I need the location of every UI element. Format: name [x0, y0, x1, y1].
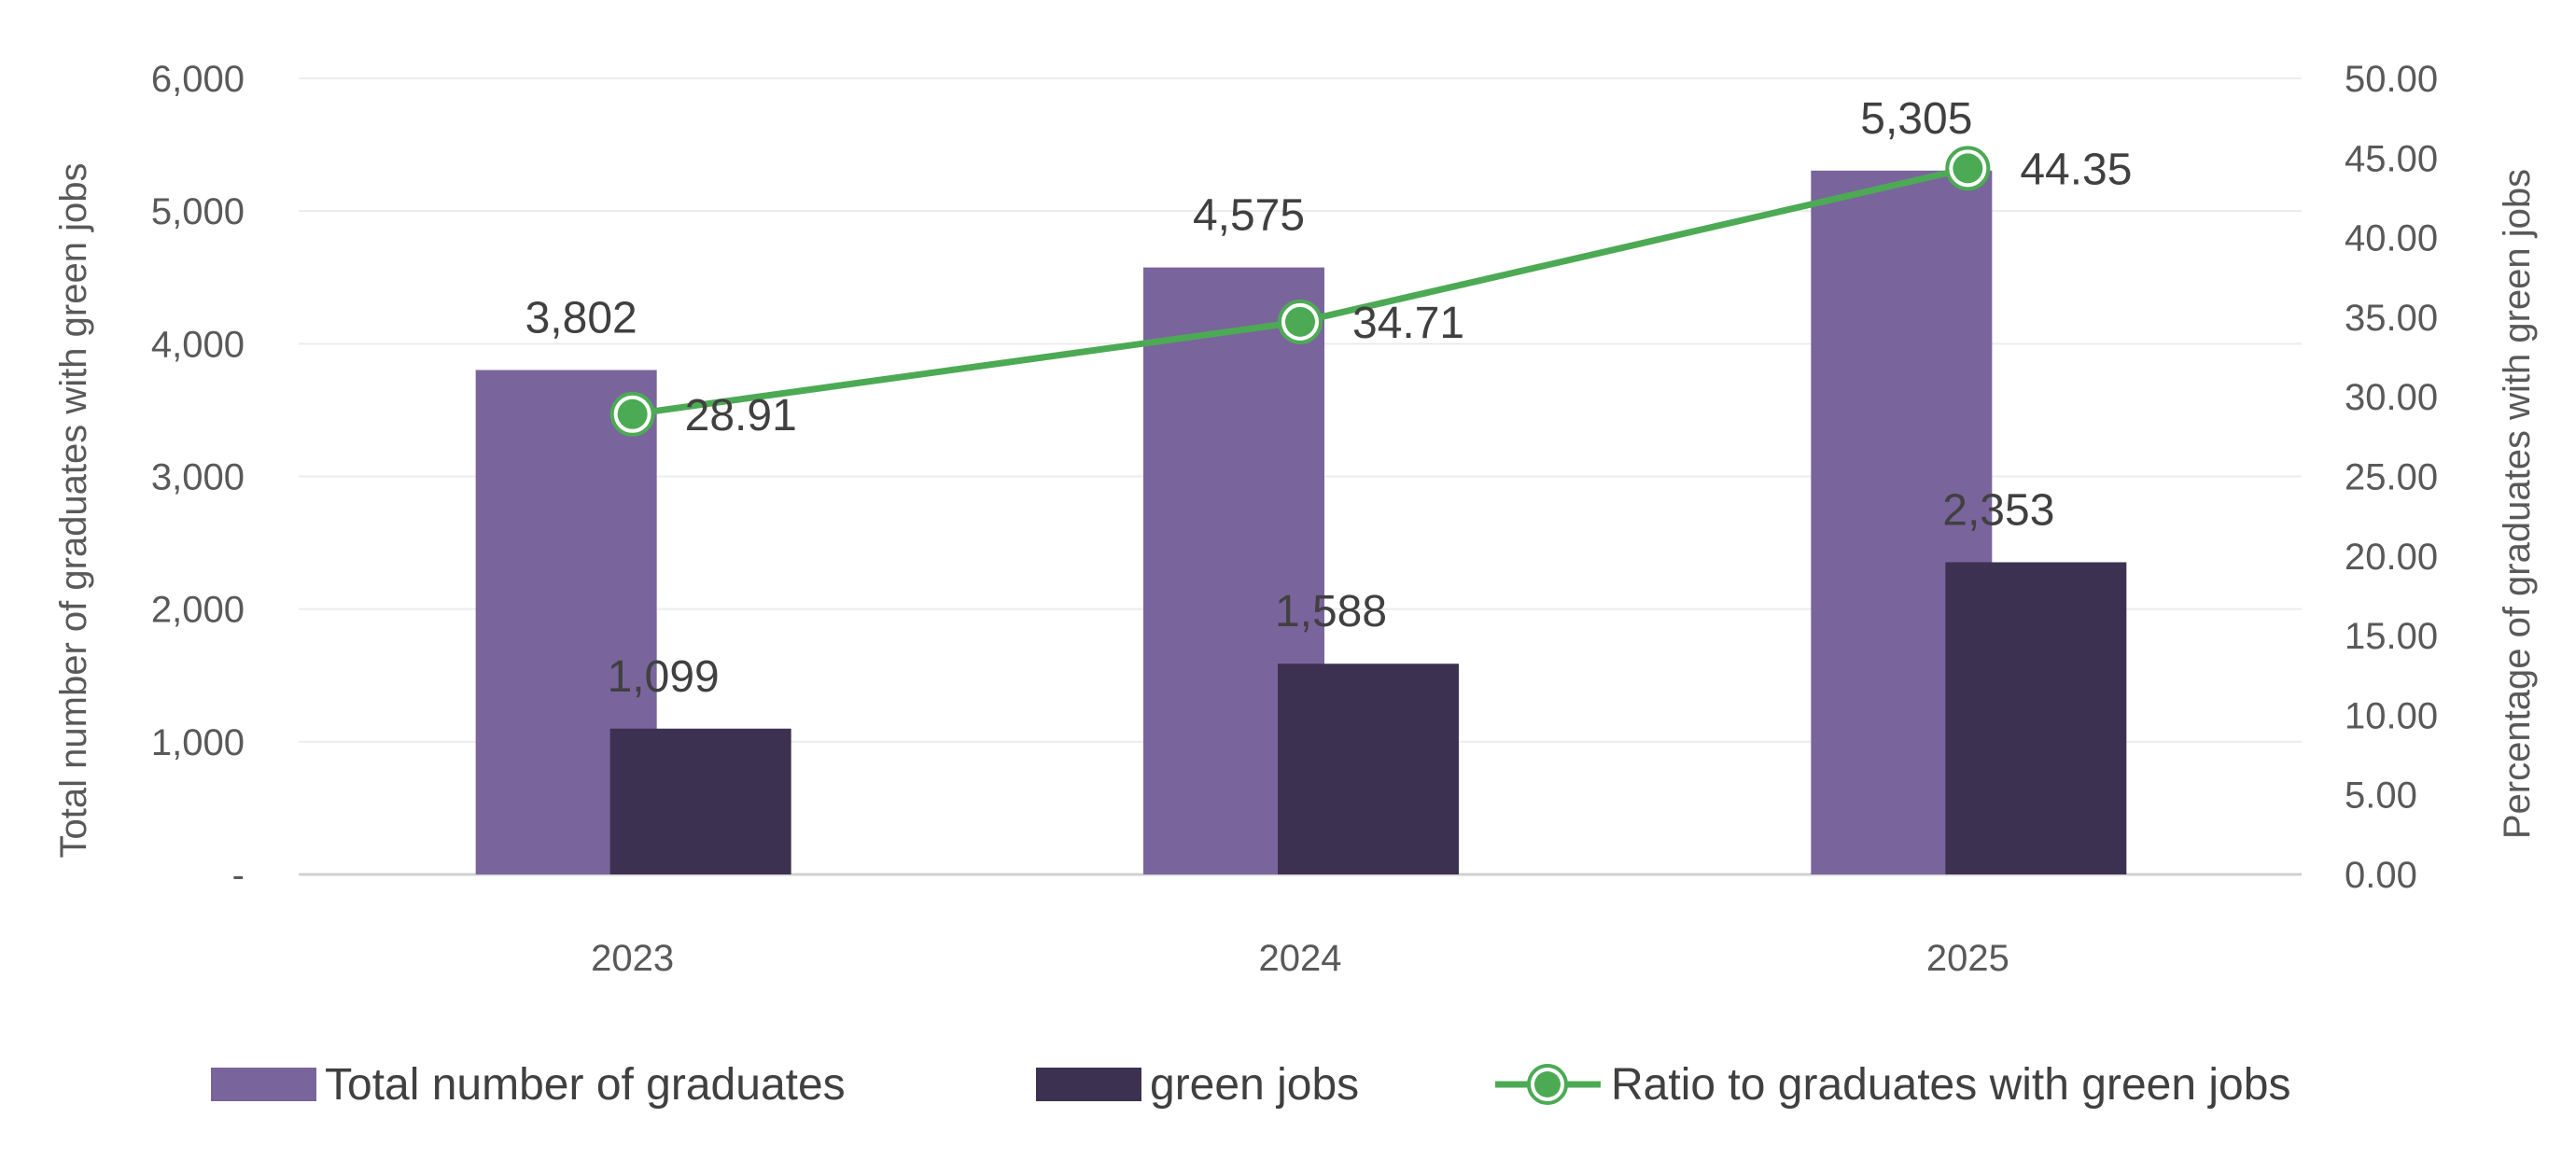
bar-green-jobs: [1945, 562, 2127, 874]
ratio-point: [1285, 306, 1315, 337]
data-label-total: 5,305: [1860, 94, 1972, 144]
legend-item-green-jobs: green jobs: [1036, 1060, 1359, 1110]
data-label-green-jobs: 1,588: [1275, 587, 1387, 636]
legend-label-ratio: Ratio to graduates with green jobs: [1611, 1060, 2290, 1110]
y2-tick-label: 25.00: [2345, 457, 2438, 498]
data-label-ratio: 34.71: [1352, 299, 1464, 348]
legend: Total number of graduates green jobs Rat…: [211, 1060, 2290, 1110]
y-tick-label: 5,000: [151, 191, 245, 232]
y2-tick-label: 30.00: [2345, 377, 2438, 418]
data-label-green-jobs: 1,099: [608, 652, 720, 702]
bar-green-jobs: [609, 728, 791, 874]
legend-item-total: Total number of graduates: [211, 1060, 846, 1110]
legend-swatch-total: [211, 1068, 316, 1101]
y2-tick-label: 45.00: [2345, 138, 2438, 179]
y2-tick-label: 15.00: [2345, 616, 2438, 657]
y2-tick-label: 40.00: [2345, 218, 2438, 259]
legend-marker-ratio-inner: [1534, 1071, 1561, 1097]
ratio-point: [617, 398, 648, 429]
y2-tick-label: 50.00: [2345, 59, 2438, 100]
y2-tick-label: 20.00: [2345, 537, 2438, 578]
ratio-point: [1953, 153, 1983, 184]
legend-label-green-jobs: green jobs: [1150, 1060, 1359, 1110]
legend-swatch-green-jobs: [1036, 1068, 1141, 1101]
axes: Total number of graduates with green job…: [53, 59, 2538, 979]
x-tick-label: 2024: [1259, 938, 1342, 979]
data-label-ratio: 44.35: [2020, 145, 2132, 194]
legend-label-total: Total number of graduates: [325, 1060, 846, 1110]
bar-green-jobs: [1278, 664, 1459, 874]
y2-tick-label: 5.00: [2345, 776, 2417, 817]
legend-item-ratio: Ratio to graduates with green jobs: [1495, 1060, 2290, 1110]
y-axis-title: Total number of graduates with green job…: [53, 163, 94, 859]
y-tick-label: 4,000: [151, 324, 245, 365]
ratio-line-layer: [609, 146, 1991, 437]
data-label-total: 4,575: [1193, 191, 1305, 241]
data-labels: 3,802 4,575 5,305 1,099 1,588 2,353 28.91 34.71…: [525, 94, 2133, 702]
y2-tick-label: 35.00: [2345, 298, 2438, 339]
y-tick-label: -: [232, 855, 245, 896]
y2-tick-label: 10.00: [2345, 695, 2438, 736]
data-label-green-jobs: 2,353: [1942, 485, 2054, 535]
bars: [475, 170, 2127, 875]
data-label-ratio: 28.91: [685, 391, 797, 440]
x-tick-label: 2023: [591, 938, 674, 979]
y-tick-label: 6,000: [151, 59, 245, 100]
y-tick-label: 2,000: [151, 590, 245, 631]
x-tick-label: 2025: [1926, 938, 2009, 979]
y-tick-label: 3,000: [151, 457, 245, 498]
y2-tick-label: 0.00: [2345, 855, 2417, 896]
y2-axis-title: Percentage of graduates with green jobs: [2497, 169, 2538, 839]
data-label-total: 3,802: [525, 293, 637, 342]
y-tick-label: 1,000: [151, 722, 245, 763]
